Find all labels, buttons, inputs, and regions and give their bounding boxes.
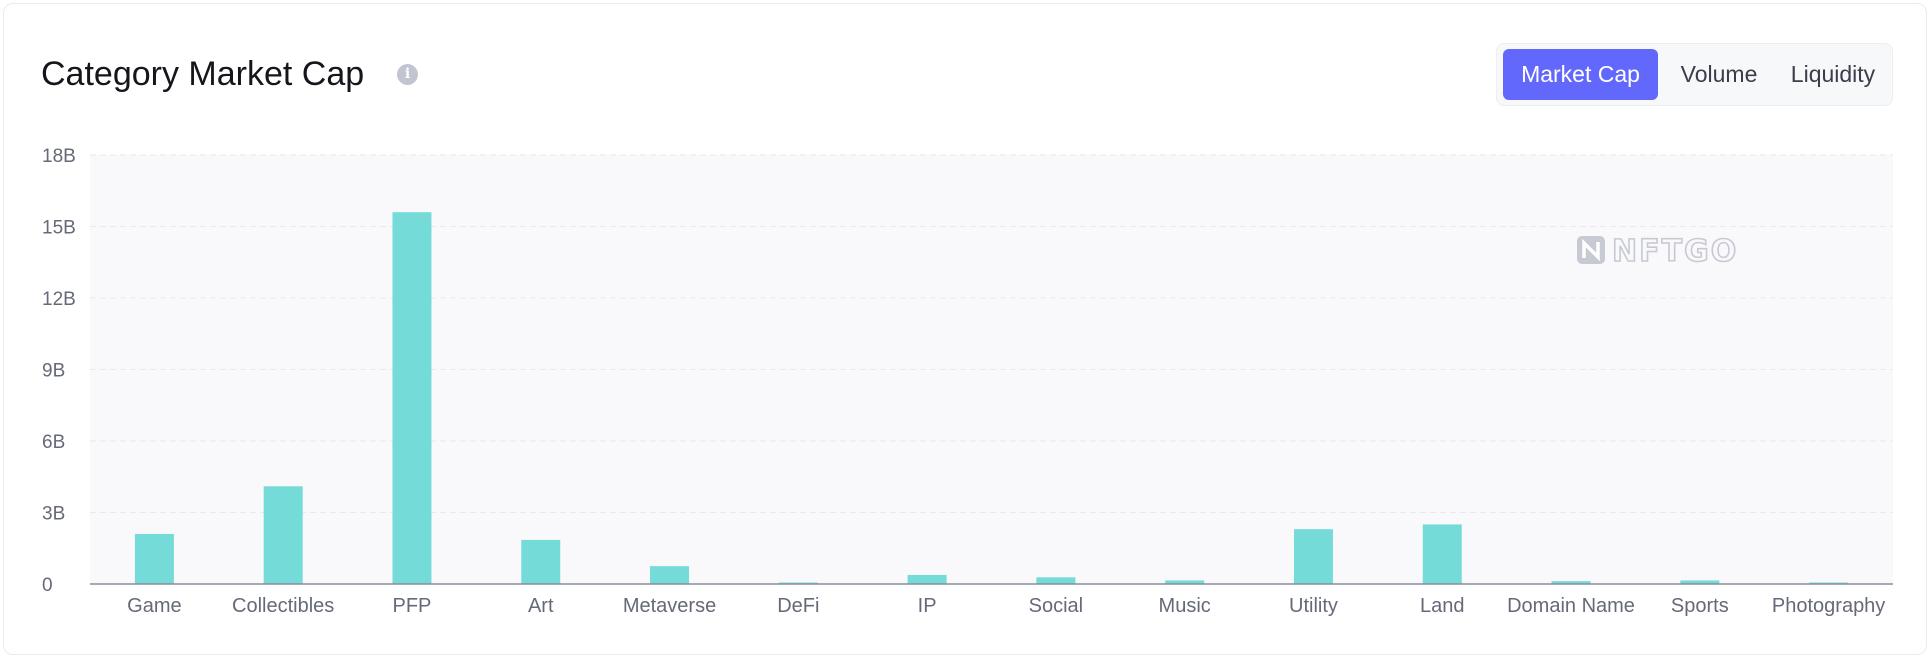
x-tick-label: Game [127,595,181,617]
x-tick-label: PFP [393,595,432,617]
watermark-text: NFTGO [1612,234,1738,269]
bar-art [521,539,561,584]
tab-volume[interactable]: Volume [1680,61,1758,87]
bar-game [134,533,174,584]
x-tick-label: DeFi [777,595,819,617]
bar-domain-name [1551,581,1591,584]
tab-liquidity[interactable]: Liquidity [1790,61,1876,87]
bar-utility [1293,529,1333,584]
bar-music [1165,580,1205,584]
x-tick-label: Collectibles [232,595,334,617]
bar-sports [1680,580,1720,584]
x-tick-label: Photography [1772,595,1885,617]
bar-land [1422,524,1462,584]
x-tick-label: Social [1029,595,1083,617]
bar-metaverse [650,566,690,584]
bar-pfp [392,212,432,584]
x-tick-label: Metaverse [623,595,716,617]
x-tick-label: Music [1159,595,1211,617]
y-tick-label: 12B [42,289,76,310]
x-tick-label: IP [918,595,937,617]
y-tick-label: 0 [42,575,53,596]
y-tick-label: 15B [42,218,76,239]
info-icon[interactable]: i [397,64,418,85]
x-tick-label: Utility [1289,595,1338,617]
x-tick-label: Land [1420,595,1465,617]
bar-social [1036,577,1076,584]
x-tick-label: Domain Name [1507,595,1635,617]
nftgo-watermark: NFTGO [1577,233,1738,270]
bar-ip [907,574,947,584]
bar-collectibles [263,486,303,584]
y-tick-label: 6B [42,432,65,453]
page-title: Category Market Cap [41,55,365,93]
y-tick-label: 3B [42,504,65,525]
nftgo-logo-mark [1582,238,1600,262]
tab-market-cap[interactable]: Market Cap [1503,49,1658,100]
y-tick-label: 18B [42,146,76,167]
x-tick-label: Art [528,595,554,617]
y-tick-label: 9B [42,361,65,382]
x-tick-label: Sports [1671,595,1729,617]
metric-toggle-group: Market Cap Volume Liquidity [1496,43,1893,106]
